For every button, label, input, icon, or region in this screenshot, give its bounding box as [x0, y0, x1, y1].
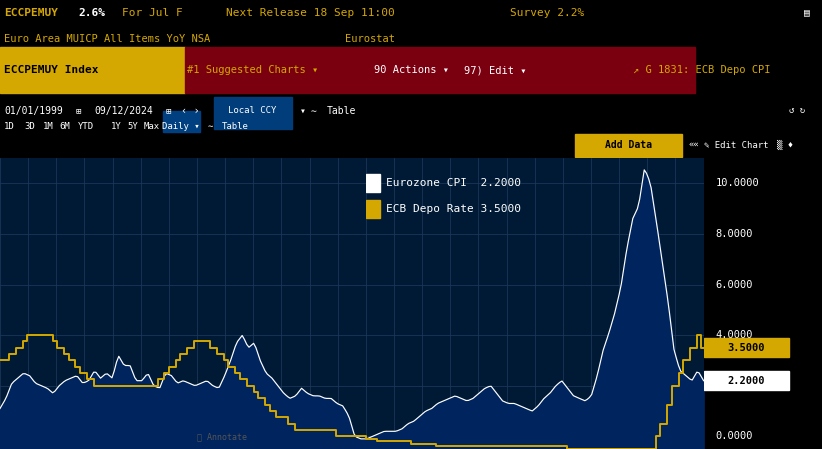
- Text: Table: Table: [222, 122, 249, 131]
- Text: ⊞: ⊞: [76, 106, 81, 115]
- Text: 1Y: 1Y: [111, 122, 122, 131]
- Text: 10.0000: 10.0000: [715, 178, 760, 188]
- Text: 97) Edit ▾: 97) Edit ▾: [464, 65, 527, 75]
- Text: Daily ▾: Daily ▾: [162, 122, 200, 131]
- Text: YTD: YTD: [78, 122, 95, 131]
- Text: Add Data: Add Data: [605, 140, 653, 150]
- Text: Local CCY: Local CCY: [229, 106, 276, 115]
- Bar: [366, 200, 380, 218]
- Text: ↗ G 1831: ECB Depo CPI: ↗ G 1831: ECB Depo CPI: [633, 65, 770, 75]
- Text: Eurostat: Eurostat: [345, 34, 395, 44]
- Bar: [0, 47, 185, 93]
- Text: ▒ ♦: ▒ ♦: [777, 140, 793, 150]
- Text: 2.0000: 2.0000: [715, 381, 753, 391]
- Text: ⊞: ⊞: [166, 106, 172, 115]
- Text: 2.2000: 2.2000: [727, 376, 765, 386]
- Text: 3D: 3D: [25, 122, 35, 131]
- Bar: [575, 134, 682, 157]
- Text: ECB Depo Rate 3.5000: ECB Depo Rate 3.5000: [386, 204, 520, 214]
- Text: 1D: 1D: [4, 122, 15, 131]
- Text: 09/12/2024: 09/12/2024: [95, 106, 153, 116]
- Text: ECCPEMUY: ECCPEMUY: [4, 8, 58, 18]
- Text: 8.0000: 8.0000: [715, 229, 753, 239]
- Text: 0.0000: 0.0000: [715, 431, 753, 441]
- Text: Table: Table: [327, 106, 357, 116]
- Text: Euro Area MUICP All Items YoY NSA: Euro Area MUICP All Items YoY NSA: [4, 34, 210, 44]
- Bar: [185, 47, 695, 93]
- Text: ✎ Edit Chart: ✎ Edit Chart: [704, 141, 769, 150]
- Text: ∼: ∼: [311, 106, 316, 116]
- Text: 5Y: 5Y: [127, 122, 138, 131]
- Bar: [704, 371, 789, 390]
- Text: ↺ ↻: ↺ ↻: [789, 106, 806, 115]
- Text: ▤: ▤: [804, 8, 810, 18]
- Text: ‹ ›: ‹ ›: [181, 106, 200, 116]
- Text: 90 Actions ▾: 90 Actions ▾: [374, 65, 449, 75]
- Text: 4.0000: 4.0000: [715, 330, 753, 340]
- Text: 3.5000: 3.5000: [727, 343, 765, 353]
- Bar: [366, 174, 380, 192]
- Text: Eurozone CPI  2.2000: Eurozone CPI 2.2000: [386, 178, 520, 188]
- Text: ECCPEMUY Index: ECCPEMUY Index: [4, 65, 99, 75]
- Text: #1 Suggested Charts ▾: #1 Suggested Charts ▾: [187, 65, 319, 75]
- Text: 6M: 6M: [59, 122, 70, 131]
- Text: 2.6%: 2.6%: [78, 8, 105, 18]
- Text: 6.0000: 6.0000: [715, 280, 753, 290]
- Text: ⁄ Annotate: ⁄ Annotate: [197, 433, 247, 442]
- Text: Next Release 18 Sep 11:00: Next Release 18 Sep 11:00: [226, 8, 395, 18]
- Text: Max: Max: [144, 122, 160, 131]
- Bar: [704, 339, 789, 357]
- Bar: [163, 111, 200, 132]
- Text: For Jul F: For Jul F: [122, 8, 182, 18]
- Text: ∼: ∼: [208, 122, 214, 131]
- Text: ««: ««: [689, 141, 700, 150]
- Text: ▾: ▾: [300, 106, 306, 116]
- Text: 1M: 1M: [43, 122, 53, 131]
- Bar: [214, 97, 292, 129]
- Text: 01/01/1999: 01/01/1999: [4, 106, 62, 116]
- Text: Survey 2.2%: Survey 2.2%: [510, 8, 584, 18]
